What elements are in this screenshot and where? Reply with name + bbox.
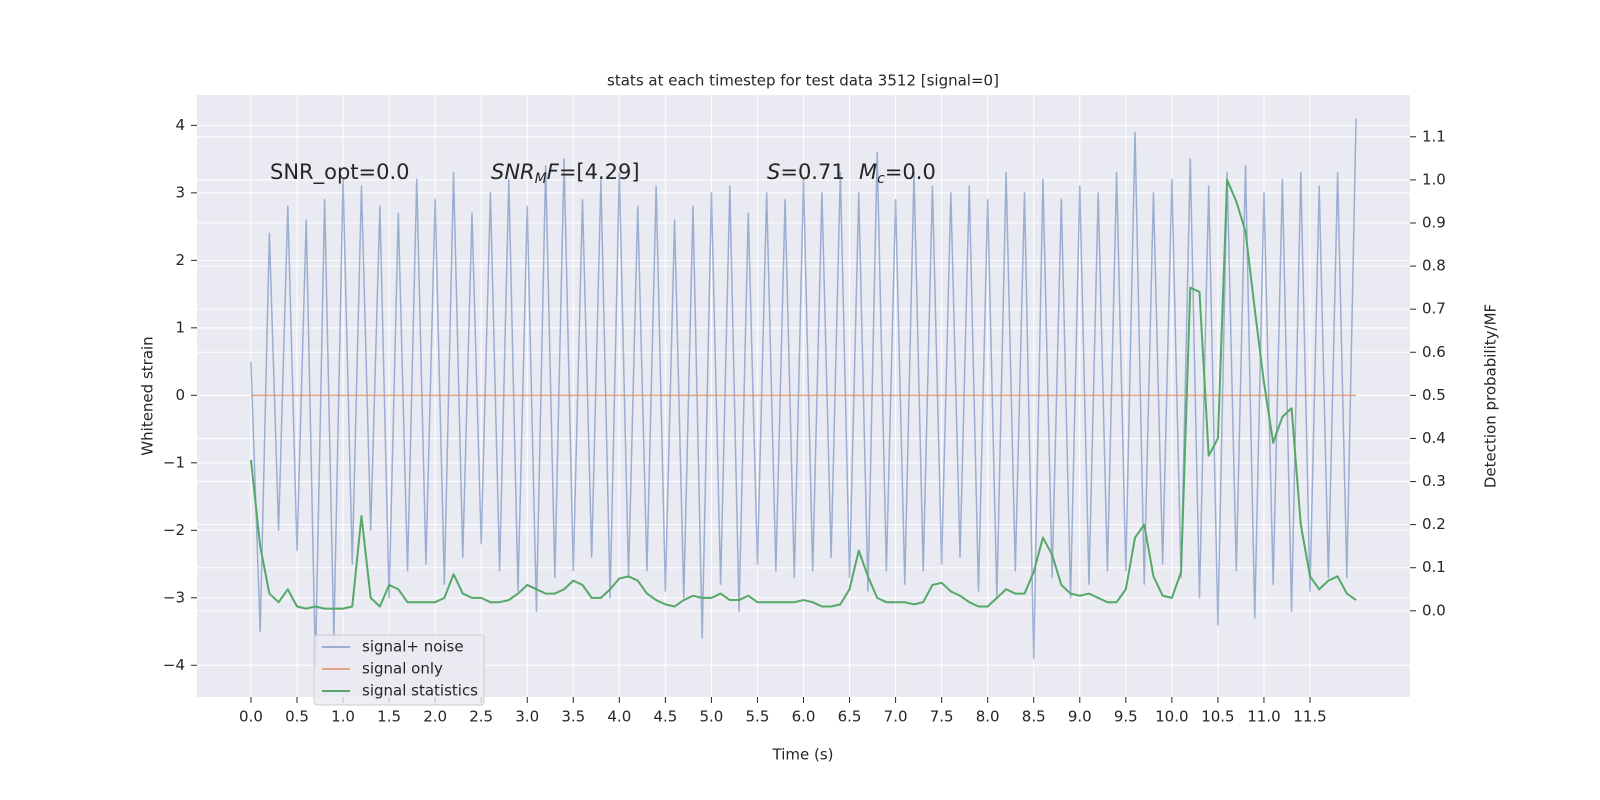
y-tick-label: −4 (163, 656, 185, 674)
x-tick-label: 1.0 (331, 708, 355, 726)
y-tick-label: −3 (163, 588, 185, 606)
x-tick-label: 11.0 (1247, 708, 1280, 726)
x-tick-label: 3.5 (561, 708, 585, 726)
x-tick-label: 10.5 (1201, 708, 1234, 726)
series-line (249, 178, 1357, 610)
x-tick-label: 7.0 (884, 708, 908, 726)
x-tick-label: 5.0 (699, 708, 723, 726)
x-tick-label: 0.5 (285, 708, 309, 726)
x-tick-label: 8.5 (1022, 708, 1046, 726)
chart-title: stats at each timestep for test data 351… (607, 72, 999, 90)
annotation-part: M (535, 171, 547, 187)
x-tick-label: 8.0 (976, 708, 1000, 726)
y-tick-label: 3 (175, 183, 185, 201)
annotation-part: S (767, 160, 780, 184)
annotation-part: c (877, 171, 885, 187)
x-tick-label: 9.5 (1114, 708, 1138, 726)
y2-tick-label: 0.9 (1422, 213, 1446, 231)
x-tick-label: 6.5 (838, 708, 862, 726)
marks (249, 118, 1357, 667)
annotation-part: F (547, 160, 560, 184)
x-tick-label: 0.0 (239, 708, 263, 726)
x-tick-label: 11.5 (1293, 708, 1326, 726)
x-tick-label: 3.0 (515, 708, 539, 726)
y2-tick-label: 0.6 (1422, 343, 1446, 361)
y2-tick-label: 0.3 (1422, 472, 1446, 490)
x-tick-label: 10.0 (1155, 708, 1188, 726)
y-axis-label: Whitened strain (139, 336, 157, 455)
legend-label: signal statistics (362, 682, 478, 700)
x-tick-label: 5.5 (746, 708, 770, 726)
x-tick-label: 7.5 (930, 708, 954, 726)
x-tick-label: 4.0 (607, 708, 631, 726)
y-tick-label: 1 (175, 318, 185, 336)
legend-label: signal+ noise (362, 638, 464, 656)
annotation: Mc=0.0 (859, 160, 936, 187)
x-tick-label: 2.0 (423, 708, 447, 726)
y2-tick-label: 0.8 (1422, 257, 1446, 275)
annotation-part: SNR_opt=0.0 (270, 160, 410, 185)
annotation: S=0.71 (767, 160, 845, 184)
y-tick-label: 4 (175, 116, 185, 134)
annotation: SNR_opt=0.0 (270, 160, 410, 185)
y2-tick-label: 0.4 (1422, 429, 1446, 447)
y-tick-label: 2 (175, 251, 185, 269)
annotation-part: M (859, 160, 877, 184)
annotation-part: =0.0 (885, 160, 936, 184)
y2-tick-label: 1.0 (1422, 170, 1446, 188)
y2-axis-label: Detection probability/MF (1482, 304, 1500, 488)
y-tick-label: −2 (163, 521, 185, 539)
y2-tick-label: 0.1 (1422, 558, 1446, 576)
legend-label: signal only (362, 660, 443, 678)
annotation-part: =[4.29] (559, 160, 640, 184)
y2-tick-label: 0.7 (1422, 300, 1446, 318)
x-axis-label: Time (s) (772, 746, 834, 764)
legend: signal+ noise signal only signal statistic… (313, 634, 485, 706)
y-tick-label: 0 (175, 386, 185, 404)
series-line (250, 118, 1357, 667)
x-tick-label: 4.5 (653, 708, 677, 726)
y2-tick-label: 0.0 (1422, 601, 1446, 619)
x-tick-label: 2.5 (469, 708, 493, 726)
y2-tick-label: 1.1 (1422, 127, 1446, 145)
annotation-part: SNR (491, 160, 535, 184)
x-tick-label: 9.0 (1068, 708, 1092, 726)
x-tick-label: 6.0 (792, 708, 816, 726)
x-tick-label: 1.5 (377, 708, 401, 726)
y2-tick-label: 0.5 (1422, 386, 1446, 404)
y2-tick-label: 0.2 (1422, 515, 1446, 533)
annotation: SNRMF=[4.29] (491, 160, 640, 187)
axes: 0.0 0.5 1.0 1.5 2.0 2.5 3.0 3.5 4.0 4.5 5.0 5.5 6.0 6… (163, 116, 1446, 726)
annotation-part: =0.71 (780, 160, 844, 184)
legend-box (313, 634, 485, 706)
y-tick-label: −1 (163, 453, 185, 471)
